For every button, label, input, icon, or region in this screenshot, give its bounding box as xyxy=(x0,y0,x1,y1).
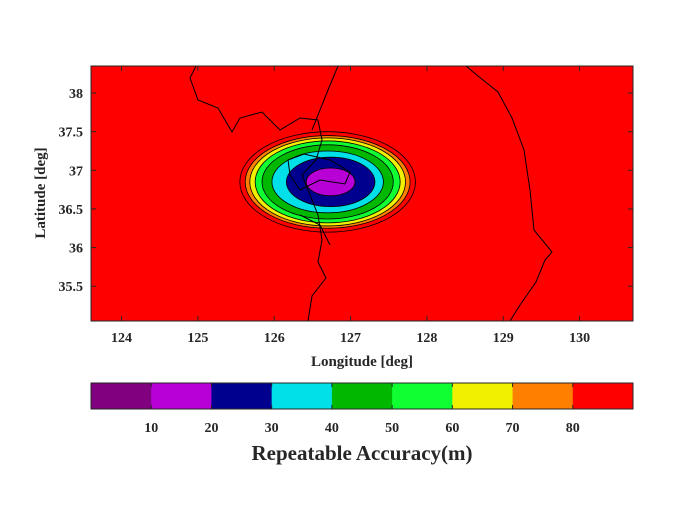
colorbar-segment xyxy=(392,383,453,409)
y-axis-ticks: 35.5 36 36.5 37 37.5 38 xyxy=(59,87,633,295)
colorbar-ticks: 10 20 30 40 50 60 70 80 xyxy=(144,383,580,436)
x-tick-label: 125 xyxy=(187,331,208,346)
colorbar xyxy=(90,382,634,410)
x-tick-label: 124 xyxy=(111,331,132,346)
colorbar-tick-label: 70 xyxy=(506,421,520,436)
colorbar-segment xyxy=(572,383,634,409)
colorbar-segment xyxy=(271,383,333,409)
x-axis-label: Longitude [deg] xyxy=(311,354,413,370)
colorbar-tick-label: 20 xyxy=(204,421,218,436)
colorbar-tick-label: 50 xyxy=(385,421,399,436)
coastline-segment xyxy=(287,153,351,191)
colorbar-tick-label: 10 xyxy=(144,421,158,436)
y-tick-label: 35.5 xyxy=(59,280,84,295)
colorbar-segment xyxy=(331,383,393,409)
y-axis-label: Latitude [deg] xyxy=(33,147,49,238)
colorbar-tick-label: 30 xyxy=(265,421,279,436)
contour-fills xyxy=(239,131,416,233)
x-tick-label: 128 xyxy=(416,331,437,346)
colorbar-tick-label: 60 xyxy=(445,421,459,436)
x-tick-label: 130 xyxy=(569,331,590,346)
x-tick-label: 127 xyxy=(340,331,361,346)
y-tick-label: 37.5 xyxy=(59,126,84,141)
y-tick-label: 38 xyxy=(69,87,83,102)
colorbar-tick-label: 80 xyxy=(566,421,580,436)
colorbar-segment xyxy=(211,383,273,409)
colorbar-label: Repeatable Accuracy(m) xyxy=(251,441,472,465)
coastline-segment xyxy=(465,66,553,321)
colorbar-segment xyxy=(512,383,574,409)
y-tick-label: 36 xyxy=(69,242,83,257)
colorbar-segment xyxy=(452,383,514,409)
x-tick-label: 126 xyxy=(264,331,285,346)
coastline-segment xyxy=(189,66,327,321)
colorbar-frame xyxy=(90,382,634,410)
colorbar-segment xyxy=(91,383,152,409)
x-tick-label: 129 xyxy=(493,331,514,346)
coastline-segment xyxy=(299,214,331,246)
coastline xyxy=(189,66,553,321)
colorbar-tick-label: 40 xyxy=(325,421,339,436)
plot-frame xyxy=(90,65,634,322)
y-tick-label: 36.5 xyxy=(59,203,84,218)
coastline-segment xyxy=(311,66,339,131)
y-tick-label: 37 xyxy=(69,164,83,179)
colorbar-segment xyxy=(151,383,212,409)
x-axis-ticks: 124 125 126 127 128 129 130 xyxy=(111,66,590,346)
